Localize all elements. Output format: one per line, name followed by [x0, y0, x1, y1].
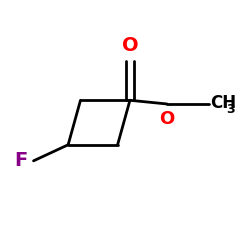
Text: 3: 3 — [226, 103, 234, 116]
Text: O: O — [122, 36, 138, 54]
Text: F: F — [14, 151, 27, 170]
Text: CH: CH — [210, 94, 236, 112]
Text: O: O — [159, 110, 174, 128]
